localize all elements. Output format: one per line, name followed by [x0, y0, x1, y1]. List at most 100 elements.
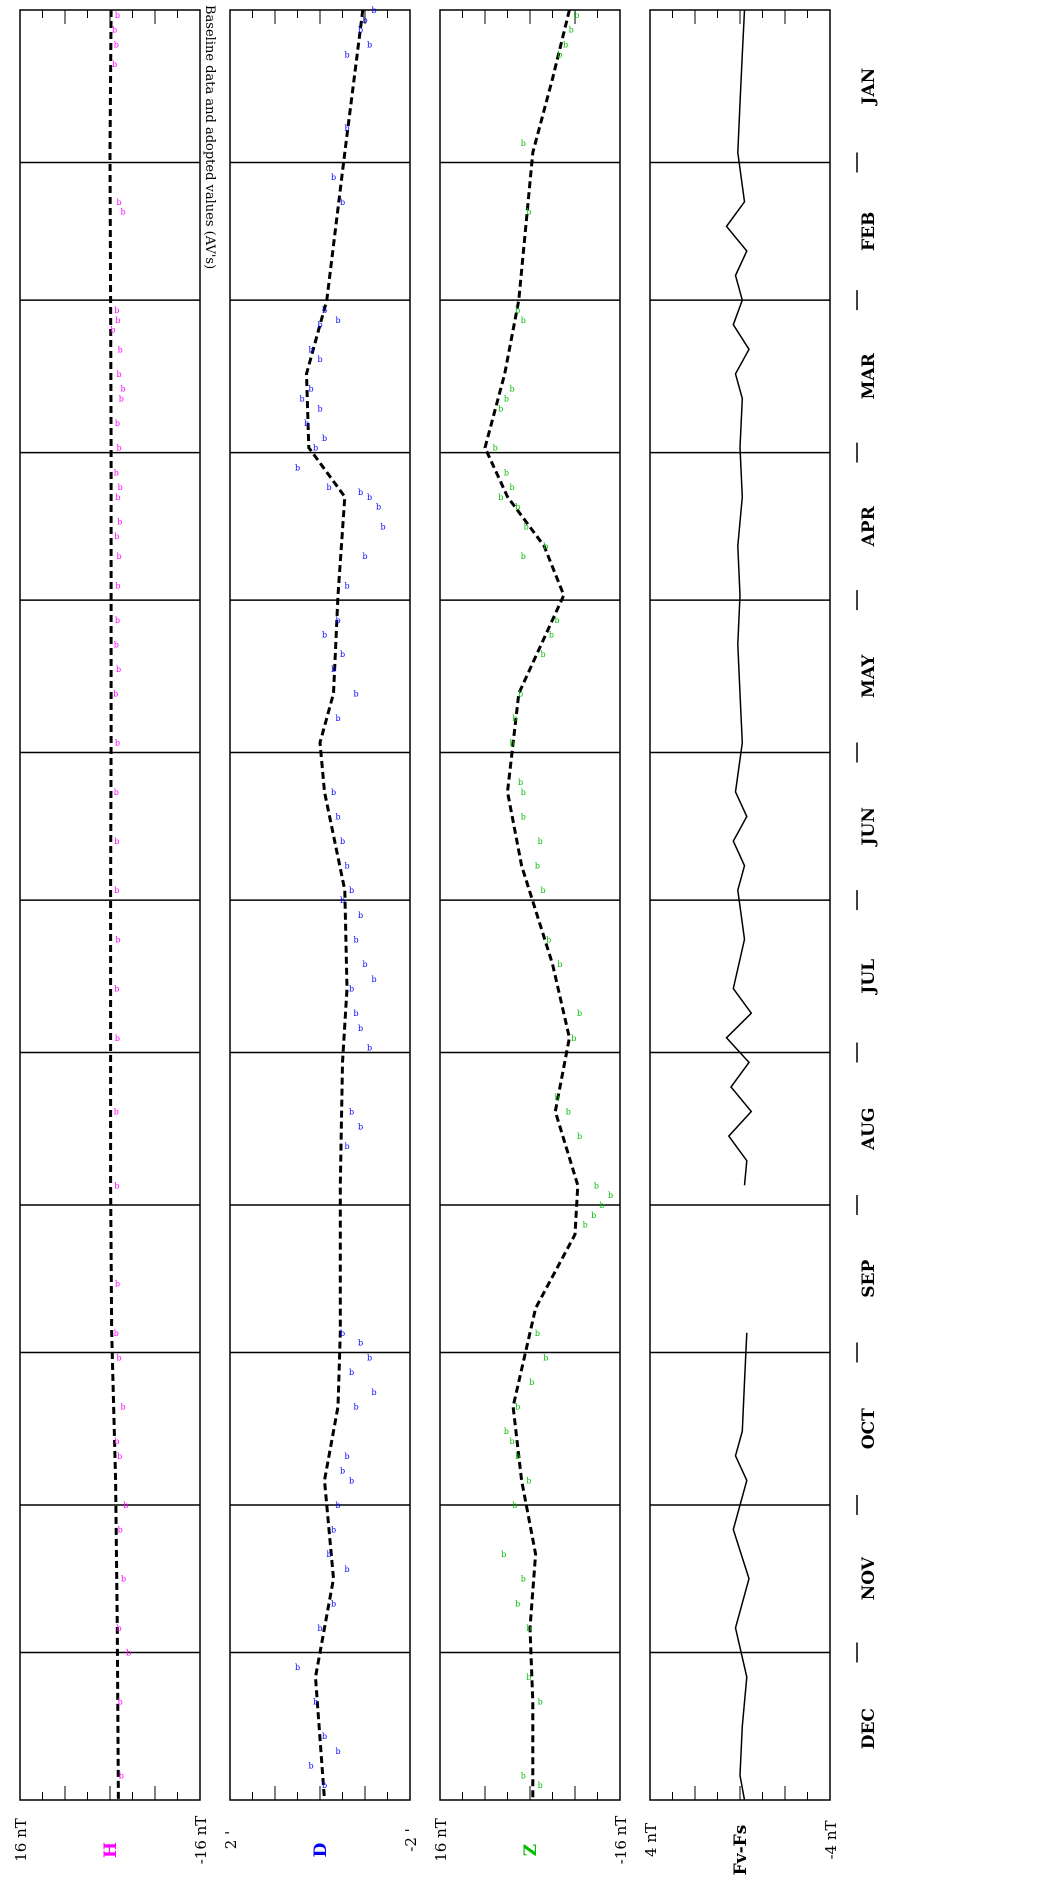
baseline-point: b [118, 483, 123, 492]
baseline-point: b [110, 326, 115, 335]
baseline-point: b [340, 1467, 345, 1476]
chart-title: Baseline data and adopted values (AV's) [202, 5, 217, 269]
baseline-point: b [349, 886, 354, 895]
axis-max-label: 16 nT [12, 1818, 30, 1862]
axis-max-label: 2 ' [222, 1831, 240, 1849]
baseline-point: b [115, 581, 120, 590]
baseline-point: b [354, 690, 359, 699]
baseline-point: b [521, 788, 526, 797]
baseline-point: b [318, 321, 323, 330]
month-label-may: MAY [859, 654, 879, 698]
baseline-point: b [115, 1280, 120, 1289]
baseline-point: b [114, 837, 119, 846]
baseline-point: b [372, 6, 377, 15]
baseline-point: b [331, 1599, 336, 1608]
baseline-point: b [313, 444, 318, 453]
baseline-point: b [336, 714, 341, 723]
baseline-point: b [120, 385, 125, 394]
baseline-point: b [117, 198, 122, 207]
baseline-point: b [349, 985, 354, 994]
baseline-point: b [118, 1698, 123, 1707]
baseline-point: b [309, 345, 314, 354]
baseline-point: b [546, 935, 551, 944]
baseline-point: b [322, 1732, 327, 1741]
baseline-point: b [540, 886, 545, 895]
baseline-point: b [117, 370, 122, 379]
baseline-point: b [115, 739, 120, 748]
baseline-point: b [309, 385, 314, 394]
baseline-point: b [535, 862, 540, 871]
baseline-point: b [504, 1427, 509, 1436]
baseline-point: b [367, 1044, 372, 1053]
baseline-point: b [336, 316, 341, 325]
baseline-point: b [538, 837, 543, 846]
baseline-point: b [119, 1771, 124, 1780]
baseline-point: b [114, 886, 119, 895]
panel-d: 2 ' -2 ' Db b b b b b b b b b b b b b b b b b b b b b b b b b b b b b b b… [222, 6, 420, 1857]
baseline-point: b [112, 60, 117, 69]
baseline-point: b [309, 1762, 314, 1771]
baseline-point: b [336, 812, 341, 821]
baseline-point: b [594, 1181, 599, 1190]
baseline-point: b [363, 960, 368, 969]
baseline-point: b [327, 1550, 332, 1559]
panel-frame [229, 9, 411, 1801]
month-label-feb: FEB [859, 212, 879, 251]
baseline-point: b [538, 1781, 543, 1790]
baseline-point: b [540, 650, 545, 659]
baseline-point: b [367, 1353, 372, 1362]
baseline-point: b [510, 739, 515, 748]
baseline-point: b [563, 40, 568, 49]
baseline-point: b [119, 394, 124, 403]
month-label-apr: APR [859, 505, 879, 547]
baseline-point: b [114, 1437, 119, 1446]
baseline-point: b [313, 1698, 318, 1707]
baseline-point: b [114, 788, 119, 797]
baseline-point: b [526, 208, 531, 217]
baseline-point: b [331, 665, 336, 674]
baseline-point: b [114, 1329, 119, 1338]
baseline-point: b [345, 862, 350, 871]
baseline-point: b [340, 896, 345, 905]
baseline-point: b [521, 812, 526, 821]
baseline-point: b [535, 1329, 540, 1338]
month-label-jul: JUL [859, 959, 879, 996]
baseline-point: b [498, 493, 503, 502]
baseline-point: b [331, 1526, 336, 1535]
baseline-point: b [327, 483, 332, 492]
baseline-point: b [358, 911, 363, 920]
baseline-point: b [512, 1501, 517, 1510]
baseline-point: b [340, 1329, 345, 1338]
baseline-point: b [117, 1452, 122, 1461]
baseline-point: b [557, 960, 562, 969]
baseline-point: b [538, 1698, 543, 1707]
month-label-jun: JUN [859, 807, 879, 847]
baseline-point: b [518, 690, 523, 699]
baseline-point: b [372, 975, 377, 984]
baseline-point: b [300, 394, 305, 403]
baseline-point: b [577, 1132, 582, 1141]
baseline-point: b [331, 173, 336, 182]
baseline-point: b [113, 690, 118, 699]
baseline-point: b [529, 1378, 534, 1387]
baseline-point: b [555, 616, 560, 625]
panel-z: 16 nT -16 nTZbbbbbbbbbbbbbbbbbbbbbbbbbbbb… [432, 9, 630, 1864]
baseline-point: b [123, 1501, 128, 1510]
baseline-point: b [121, 1575, 126, 1584]
baseline-point: b [117, 1624, 122, 1633]
baseline-point: b [345, 50, 350, 59]
baseline-point: b [510, 385, 515, 394]
baseline-point: b [304, 419, 309, 428]
baseline-point: b [381, 522, 386, 531]
baseline-point: b [376, 503, 381, 512]
month-label-aug: AUG [859, 1107, 879, 1151]
baseline-point: b [577, 1009, 582, 1018]
baseline-point: b [345, 124, 350, 133]
baseline-point: b [504, 468, 509, 477]
baseline-point: b [358, 1339, 363, 1348]
baseline-point: b [367, 40, 372, 49]
baseline-point: b [322, 434, 327, 443]
baseline-point: b [117, 552, 122, 561]
baseline-point: b [115, 316, 120, 325]
